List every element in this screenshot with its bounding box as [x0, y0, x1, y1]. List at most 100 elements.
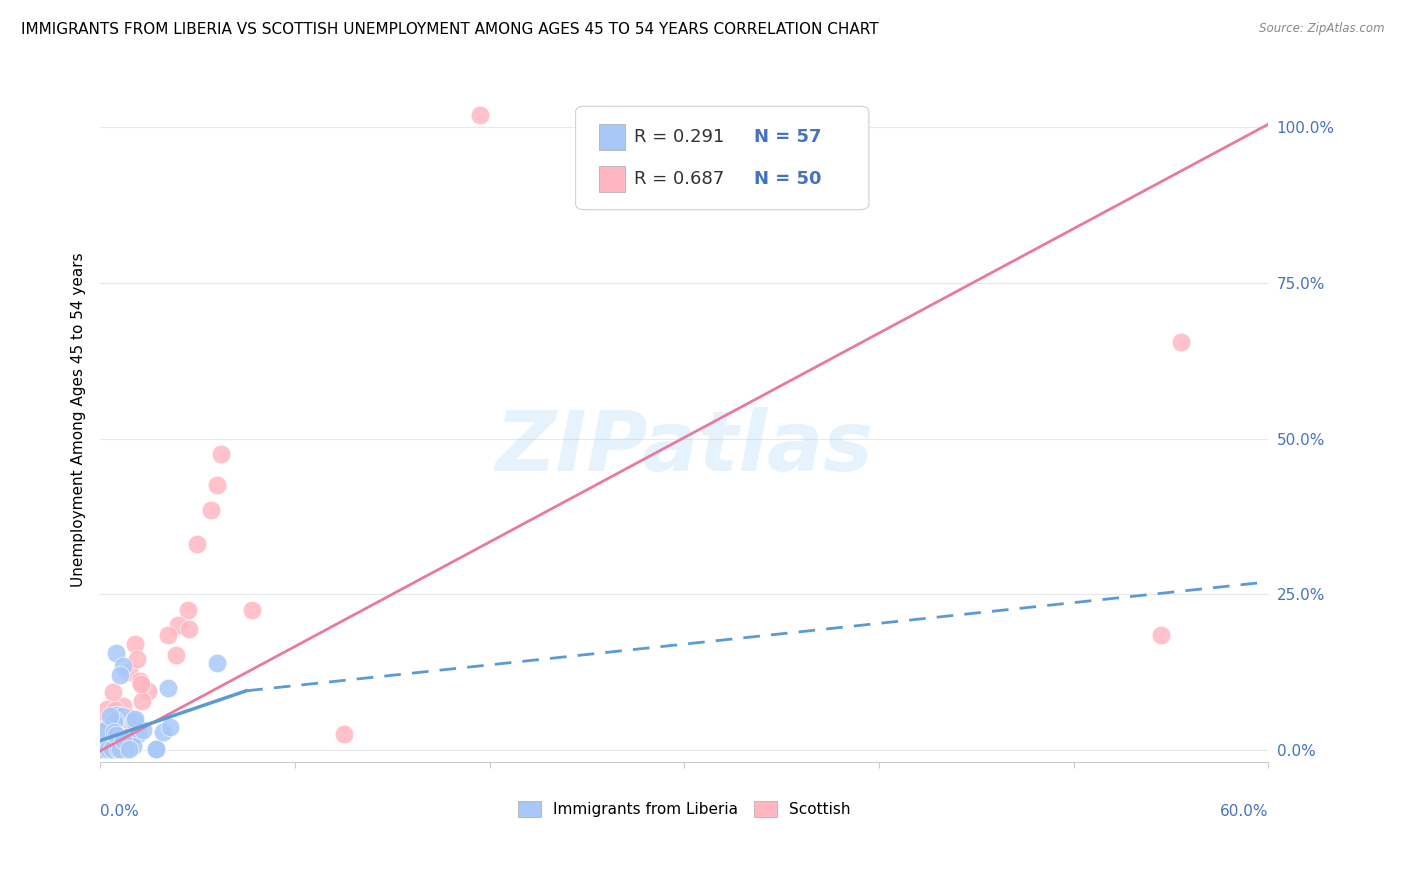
- Text: R = 0.687: R = 0.687: [634, 170, 724, 188]
- Point: [127, 727, 149, 741]
- Point: [118, 665, 141, 680]
- Point: [91, 742, 114, 756]
- Point: [110, 738, 132, 752]
- Point: [100, 735, 122, 749]
- Point: [105, 730, 128, 744]
- Point: [96, 737, 118, 751]
- Point: [108, 742, 131, 756]
- Point: [167, 618, 190, 632]
- Point: [91, 742, 114, 756]
- Point: [100, 742, 122, 756]
- Point: [332, 727, 354, 741]
- FancyBboxPatch shape: [575, 106, 869, 210]
- Point: [96, 701, 118, 715]
- Point: [93, 731, 115, 746]
- Point: [157, 628, 180, 642]
- Point: [103, 730, 125, 744]
- Point: [124, 712, 146, 726]
- Point: [91, 731, 114, 746]
- Point: [108, 735, 131, 749]
- Legend: Immigrants from Liberia, Scottish: Immigrants from Liberia, Scottish: [512, 795, 856, 823]
- Point: [104, 742, 127, 756]
- Point: [186, 537, 208, 551]
- Text: N = 50: N = 50: [755, 170, 823, 188]
- Point: [94, 721, 117, 735]
- Point: [104, 703, 127, 717]
- Point: [97, 727, 120, 741]
- Point: [205, 478, 228, 492]
- Point: [177, 623, 200, 637]
- Point: [200, 503, 222, 517]
- Point: [111, 713, 134, 727]
- Point: [91, 717, 114, 731]
- Text: R = 0.291: R = 0.291: [634, 128, 724, 145]
- Point: [145, 741, 167, 756]
- Point: [108, 741, 131, 756]
- Text: N = 57: N = 57: [755, 128, 823, 145]
- FancyBboxPatch shape: [599, 166, 624, 192]
- Point: [114, 742, 136, 756]
- Point: [240, 603, 263, 617]
- Y-axis label: Unemployment Among Ages 45 to 54 years: Unemployment Among Ages 45 to 54 years: [72, 252, 86, 587]
- Point: [100, 733, 122, 747]
- Point: [107, 742, 129, 756]
- Point: [104, 727, 127, 741]
- Point: [98, 740, 121, 755]
- Point: [128, 674, 150, 689]
- Point: [127, 652, 149, 666]
- Point: [96, 742, 118, 756]
- Point: [112, 733, 135, 747]
- Point: [124, 714, 146, 728]
- Text: 60.0%: 60.0%: [1220, 804, 1268, 819]
- Point: [1150, 628, 1173, 642]
- Point: [105, 742, 128, 756]
- Point: [94, 723, 117, 738]
- Point: [91, 742, 114, 756]
- Point: [100, 742, 122, 756]
- Point: [112, 699, 135, 714]
- Point: [107, 737, 129, 751]
- Point: [129, 676, 152, 690]
- Point: [104, 647, 127, 661]
- Point: [105, 742, 128, 756]
- Point: [103, 742, 125, 756]
- Point: [93, 739, 115, 753]
- Point: [136, 684, 159, 698]
- Point: [112, 659, 135, 673]
- Point: [177, 603, 200, 617]
- Text: ZIPatlas: ZIPatlas: [495, 407, 873, 488]
- FancyBboxPatch shape: [599, 124, 624, 150]
- Point: [101, 742, 124, 756]
- Point: [104, 728, 127, 742]
- Point: [103, 715, 125, 730]
- Point: [93, 723, 115, 737]
- Point: [101, 742, 124, 756]
- Point: [103, 727, 125, 741]
- Point: [94, 731, 117, 745]
- Point: [91, 739, 114, 754]
- Point: [107, 742, 129, 756]
- Point: [97, 735, 120, 749]
- Point: [131, 723, 153, 737]
- Point: [117, 710, 139, 724]
- Point: [121, 739, 143, 753]
- Point: [97, 742, 120, 756]
- Point: [157, 681, 180, 695]
- Point: [110, 708, 132, 723]
- Point: [131, 694, 153, 708]
- Text: IMMIGRANTS FROM LIBERIA VS SCOTTISH UNEMPLOYMENT AMONG AGES 45 TO 54 YEARS CORRE: IMMIGRANTS FROM LIBERIA VS SCOTTISH UNEM…: [21, 22, 879, 37]
- Point: [101, 714, 124, 728]
- Point: [91, 715, 114, 730]
- Point: [115, 742, 138, 756]
- Point: [100, 731, 122, 746]
- Text: 0.0%: 0.0%: [100, 804, 139, 819]
- Point: [103, 725, 125, 739]
- Point: [165, 648, 187, 662]
- Point: [91, 738, 114, 752]
- Point: [159, 720, 181, 734]
- Point: [103, 739, 125, 753]
- Point: [104, 714, 127, 728]
- Point: [107, 742, 129, 756]
- Point: [98, 709, 121, 723]
- Point: [108, 668, 131, 682]
